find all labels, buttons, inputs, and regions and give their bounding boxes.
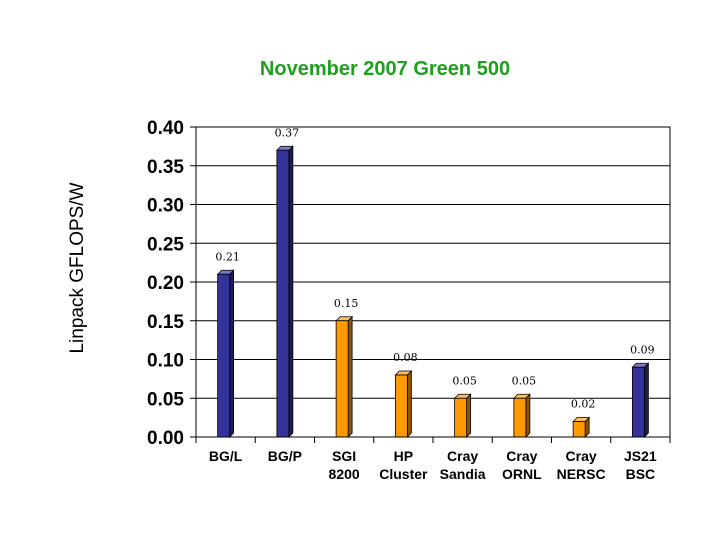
bar-side: [643, 362, 649, 438]
bar: [394, 374, 408, 438]
data-label: 0.21: [215, 250, 240, 263]
x-tick-label: SGI: [332, 448, 356, 464]
bar: [513, 397, 527, 438]
data-label: 0.37: [275, 126, 300, 139]
axes: [190, 126, 671, 443]
bar: [276, 149, 290, 438]
x-tick-label: HP: [394, 448, 413, 464]
y-tick-label: 0.30: [147, 196, 184, 217]
data-label: 0.08: [393, 351, 418, 364]
y-tick-label: 0.20: [147, 273, 184, 294]
data-label: 0.05: [452, 374, 477, 387]
x-tick-label: Sandia: [440, 466, 486, 482]
x-tick-label: Cray: [566, 448, 597, 464]
x-tick-label: BSC: [626, 466, 656, 482]
x-tick-label: Cray: [447, 448, 478, 464]
y-tick-label: 0.00: [147, 428, 184, 449]
bar-side: [288, 145, 294, 438]
x-tick-label: 8200: [329, 466, 360, 482]
x-tick-label: Cluster: [379, 466, 428, 482]
bar: [631, 366, 645, 438]
y-tick-label: 0.05: [147, 389, 184, 410]
data-label: 0.05: [512, 374, 537, 387]
bar-side: [406, 370, 412, 438]
labels: 0.40 0.35 0.30 0.25 0.20 0.15 0.10 0.05 0.00 0.21…: [147, 118, 657, 482]
gridlines: [196, 165, 670, 399]
x-tick-label: Cray: [506, 448, 537, 464]
data-label: 0.02: [571, 398, 596, 411]
bar-side: [525, 393, 531, 438]
y-tick-label: 0.10: [147, 351, 184, 372]
chart-title: November 2007 Green 500: [259, 58, 511, 80]
x-tick-label: JS21: [624, 448, 657, 464]
bar-side: [347, 315, 353, 438]
x-tick-label: ORNL: [502, 466, 542, 482]
y-tick-label: 0.25: [147, 234, 184, 255]
data-label: 0.09: [630, 343, 655, 356]
bars: [216, 145, 650, 438]
y-tick-label: 0.15: [147, 312, 184, 333]
bar-side: [466, 393, 472, 438]
bar: [572, 421, 586, 438]
bar: [217, 273, 231, 438]
bar: [335, 320, 349, 438]
y-tick-label: 0.40: [147, 118, 184, 139]
x-tick-label: BG/P: [268, 448, 302, 464]
y-tick-label: 0.35: [147, 157, 184, 178]
bar: [454, 397, 468, 438]
x-tick-label: BG/L: [209, 448, 243, 464]
data-label: 0.15: [334, 297, 359, 310]
x-tick-label: NERSC: [557, 466, 606, 482]
bar-side: [229, 269, 235, 438]
